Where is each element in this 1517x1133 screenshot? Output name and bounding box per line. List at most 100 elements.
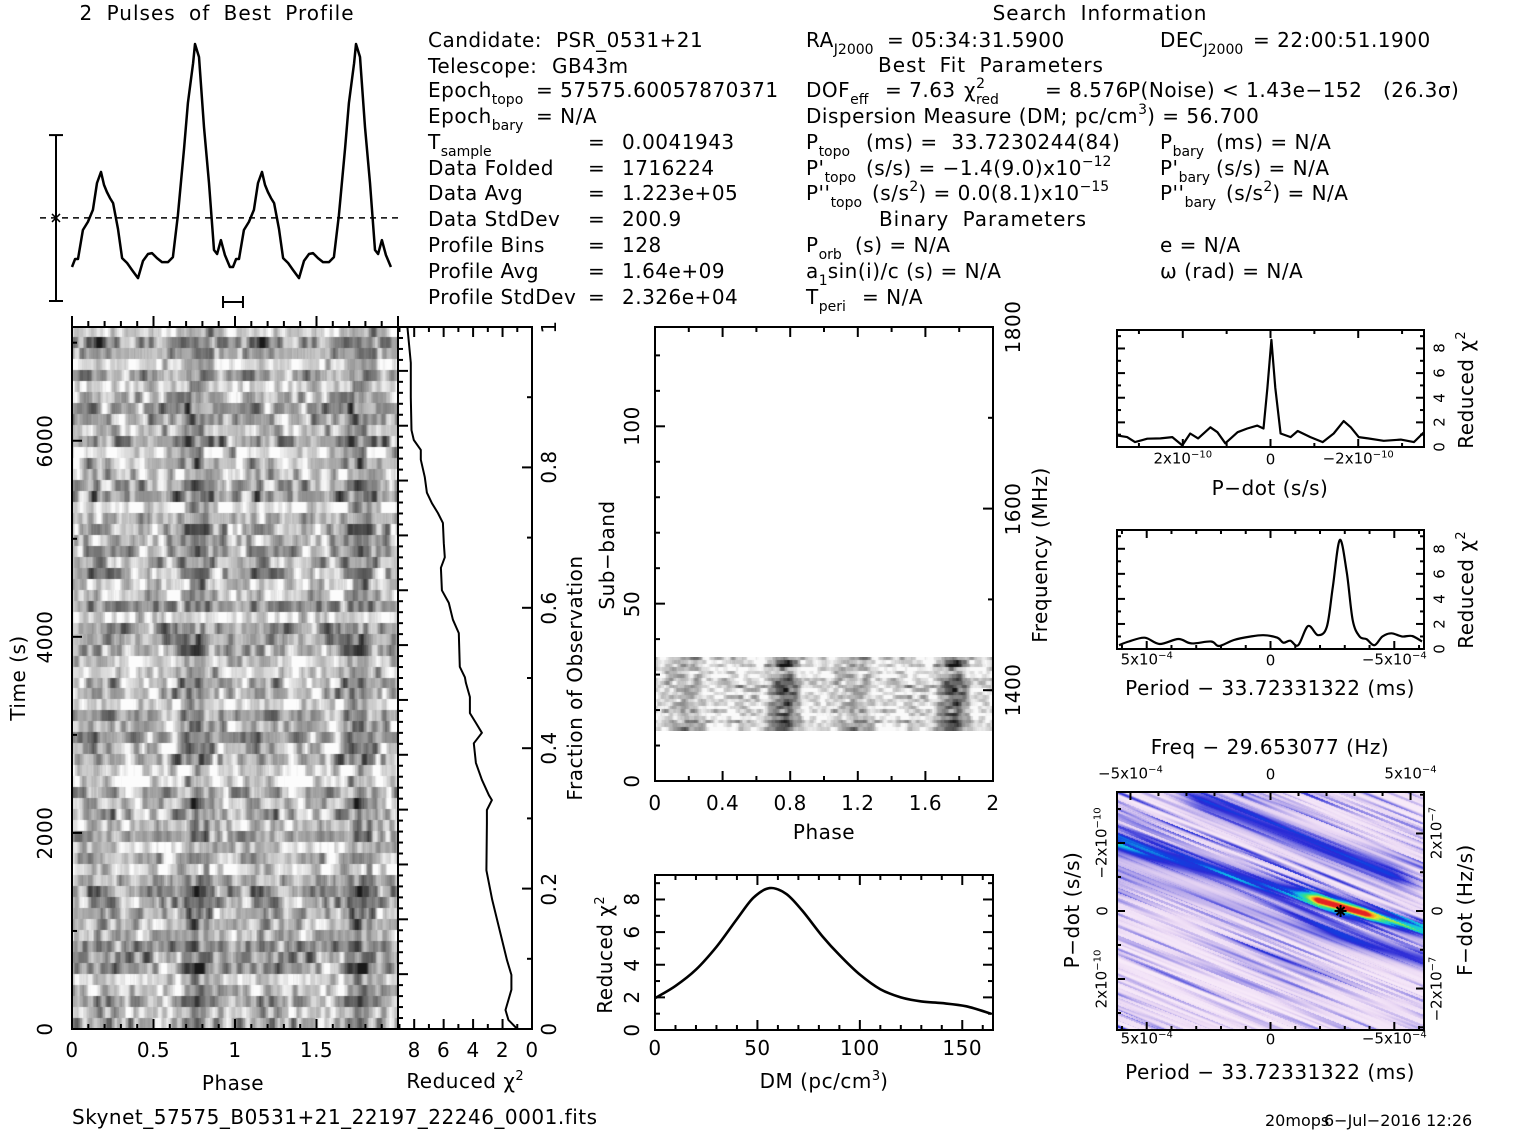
x-tick-label-base: 5x10: [1120, 1029, 1159, 1048]
x-tick-label-base: −2x10: [1322, 449, 1373, 468]
t-peri-value: = N/A: [862, 285, 923, 309]
period-curve-line: [1118, 538, 1423, 648]
subband-ticks-left: [655, 354, 665, 782]
phase-ticks-top: [71, 316, 399, 327]
x-axis-title-text: Reduced χ: [406, 1069, 516, 1093]
pdd-bary-value: (s/s2) = N/A: [1226, 179, 1348, 207]
x-tick-label: 0: [65, 1038, 79, 1062]
x-axis-title: P−dot (s/s): [1211, 476, 1329, 500]
dm-value: ) = 56.700: [1147, 104, 1260, 128]
ra-name: RA: [806, 28, 834, 52]
y2-axis-title-sup: 2: [1454, 331, 1469, 340]
dof-sub: eff: [850, 92, 869, 108]
chi2-ticks-right: [983, 882, 993, 1031]
dec-name: DEC: [1160, 28, 1204, 52]
x-tick-label: 2x10−10: [1153, 449, 1212, 469]
pdot-ticks-bottom: [1137, 439, 1404, 447]
chi2-ticks-right: [1416, 535, 1424, 650]
y-tick-label: 50: [620, 590, 644, 617]
pd-bary-label: P'bary: [1160, 157, 1210, 186]
pdd-bary-sub: bary: [1184, 195, 1217, 211]
y-tick-label: 4: [620, 958, 644, 972]
x-tick-label-base: 2x10: [1153, 449, 1191, 468]
x-tick-label: 5x10−4: [1121, 651, 1173, 670]
x-axis-title-sup: 3: [871, 1069, 881, 1084]
x-tick-label: 0.8: [773, 791, 807, 815]
chi2-ticks-bottom: [398, 1019, 533, 1029]
epoch-bary-label: Epochbary: [428, 104, 523, 134]
filename: Skynet_57575_B0531+21_22197_22246_0001.f…: [72, 1105, 598, 1129]
p-orb-label: Porb: [806, 234, 842, 263]
y-axis-title: Reduced χ2: [593, 896, 619, 1014]
x-tick-label: 0: [1265, 1030, 1276, 1049]
candidate-value: PSR_0531+21: [556, 28, 704, 52]
ra-label: RAJ2000: [806, 28, 874, 58]
y2-tick-label: 0: [1428, 906, 1447, 916]
y-tick-label: 2x10−10: [1092, 949, 1112, 1009]
time-ticks-left: [72, 341, 82, 1030]
x2-tick-label: 0: [1265, 765, 1276, 784]
sigma-value: (26.3σ): [1383, 78, 1460, 102]
x-tick-label: −5x10−4: [1362, 651, 1427, 670]
best-fit-title: Best Fit Parameters: [878, 53, 1104, 77]
y-tick-label: 0: [620, 774, 644, 788]
stat-equals: =: [588, 181, 606, 205]
y-axis-title-text: Reduced χ: [593, 904, 617, 1014]
y2-axis-title-sup: 2: [1454, 531, 1469, 540]
mean-marker-icon: [51, 213, 61, 223]
x-tick-label-exp: −4: [1411, 1029, 1427, 1041]
pd-topo-name: P': [806, 156, 825, 180]
frequency-ticks-right: [983, 326, 993, 782]
omega: ω (rad) = N/A: [1160, 259, 1304, 283]
x-tick-label-exp: −10: [1372, 449, 1394, 461]
y-tick-label-exp: −10: [1092, 949, 1104, 971]
y2-axis-title: Reduced χ2: [1454, 531, 1480, 649]
stat-equals: =: [588, 130, 606, 154]
y2-axis-title-text: Reduced χ: [1454, 539, 1478, 649]
dm-sup: 3: [1138, 102, 1148, 118]
t-peri-sub: peri: [818, 299, 846, 315]
stat-value: 1.64e+09: [622, 259, 726, 283]
epoch-bary-name: Epoch: [428, 104, 492, 128]
pdd-topo-unit-exp: 2: [909, 179, 919, 195]
y2-tick-label: 6: [1430, 368, 1449, 378]
y2-tick-label: 4: [1430, 594, 1449, 604]
pdd-topo-text: ) = 0.0(8.1)x10: [918, 181, 1080, 205]
pd-bary-sub: bary: [1178, 170, 1211, 186]
period-ticks-bottom: [1120, 1022, 1421, 1030]
y2-tick-label: 0: [1430, 442, 1449, 452]
chi2-ticks-top: [398, 327, 533, 337]
epoch-topo-value: = 57575.60057870371: [536, 78, 779, 102]
x-tick-label: 4: [466, 1038, 480, 1062]
pd-topo-exp: −12: [1081, 154, 1112, 170]
epoch-bary-value: = N/A: [536, 104, 597, 128]
y2-tick-label: −2x10−7: [1427, 956, 1447, 1021]
x-tick-label: 0.4: [705, 791, 740, 815]
stat-value: 2.326e+04: [622, 285, 739, 309]
p-topo-sub: topo: [818, 144, 851, 160]
y-tick-label: 0.4: [537, 731, 561, 765]
x-tick-label: 0: [648, 791, 662, 815]
stat-value: 128: [622, 233, 662, 257]
y-axis-title-sup: 2: [593, 896, 608, 905]
candidate-label: Candidate:: [428, 28, 542, 52]
y-tick-label: 2: [620, 990, 644, 1004]
dof-name: DOF: [806, 78, 851, 102]
x-axis-title: DM (pc/cm3): [760, 1069, 889, 1095]
y-tick-label: 0.6: [537, 591, 561, 625]
stat-equals: =: [588, 285, 606, 309]
x-tick-label: 0: [1265, 651, 1276, 670]
x-axis-title: Period − 33.72331322 (ms): [1125, 1060, 1415, 1084]
x-tick-label: 0: [525, 1038, 539, 1062]
a1sini-name: a: [806, 259, 819, 283]
y2-tick-label-base: −2x10: [1427, 970, 1446, 1021]
p-orb-value: (s) = N/A: [855, 233, 951, 257]
dec-label: DECJ2000: [1160, 28, 1243, 58]
pd-topo-text: (s/s) = −1.4(9.0)x10: [866, 156, 1082, 180]
chart-title: Freq − 29.653077 (Hz): [1150, 735, 1390, 759]
dec-sub: J2000: [1203, 42, 1244, 58]
stat-value: 0.0041943: [622, 130, 735, 154]
x-tick-label: 8: [407, 1038, 421, 1062]
